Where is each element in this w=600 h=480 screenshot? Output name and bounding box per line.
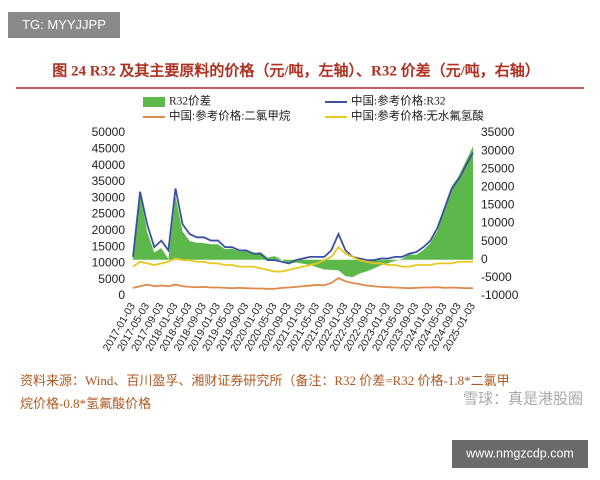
y-tick-label: 50000: [92, 125, 126, 139]
legend-swatch: [143, 97, 165, 107]
y2-tick-label: 10000: [481, 216, 515, 230]
source-line: 资料来源：Wind、百川盈孚、湘财证券研究所（备注：R32 价差=R32 价格-…: [20, 373, 510, 388]
y-tick-label: 0: [118, 288, 125, 302]
y2-tick-label: 5000: [481, 234, 508, 248]
y2-tick-label: -10000: [481, 288, 519, 302]
y2-tick-label: 25000: [481, 161, 515, 175]
legend-label: 中国:参考价格:R32: [351, 94, 446, 108]
source-line: 烷价格-0.8*氢氟酸价格: [20, 396, 151, 411]
legend-label: 中国:参考价格:无水氟氢酸: [351, 109, 484, 123]
watermark: 雪球：真是港股圈: [463, 389, 583, 407]
y-tick-label: 5000: [98, 272, 125, 286]
line: [132, 245, 473, 273]
y-tick-label: 35000: [92, 174, 126, 188]
y-tick-label: 15000: [92, 239, 126, 253]
y-tick-label: 30000: [92, 190, 126, 204]
line: [132, 277, 473, 290]
line: [132, 152, 474, 265]
y2-tick-label: 20000: [481, 180, 515, 194]
site-box: [452, 440, 588, 468]
area: [133, 146, 473, 278]
chart-title: 图 24 R32 及其主要原料的价格（元/吨，左轴）、R32 价差（元/吨，右轴…: [52, 61, 540, 79]
y2-tick-label: 15000: [481, 198, 515, 212]
badge-slot: [8, 12, 120, 38]
legend-label: R32价差: [169, 94, 211, 108]
site-url: www.nmgzcdp.com: [465, 446, 574, 460]
y-tick-label: 10000: [92, 256, 126, 270]
y2-tick-label: -5000: [481, 270, 512, 284]
y2-tick-label: 0: [481, 252, 488, 266]
legend-label: 中国:参考价格:二氯甲烷: [169, 109, 291, 123]
y2-tick-label: 30000: [481, 143, 515, 157]
badge: TG: MYYJJPP: [8, 12, 120, 38]
y-tick-label: 45000: [92, 141, 126, 155]
y-tick-label: 20000: [92, 223, 126, 237]
y-tick-label: 40000: [92, 158, 126, 172]
y2-tick-label: 35000: [481, 125, 515, 139]
y-tick-label: 25000: [92, 207, 126, 221]
